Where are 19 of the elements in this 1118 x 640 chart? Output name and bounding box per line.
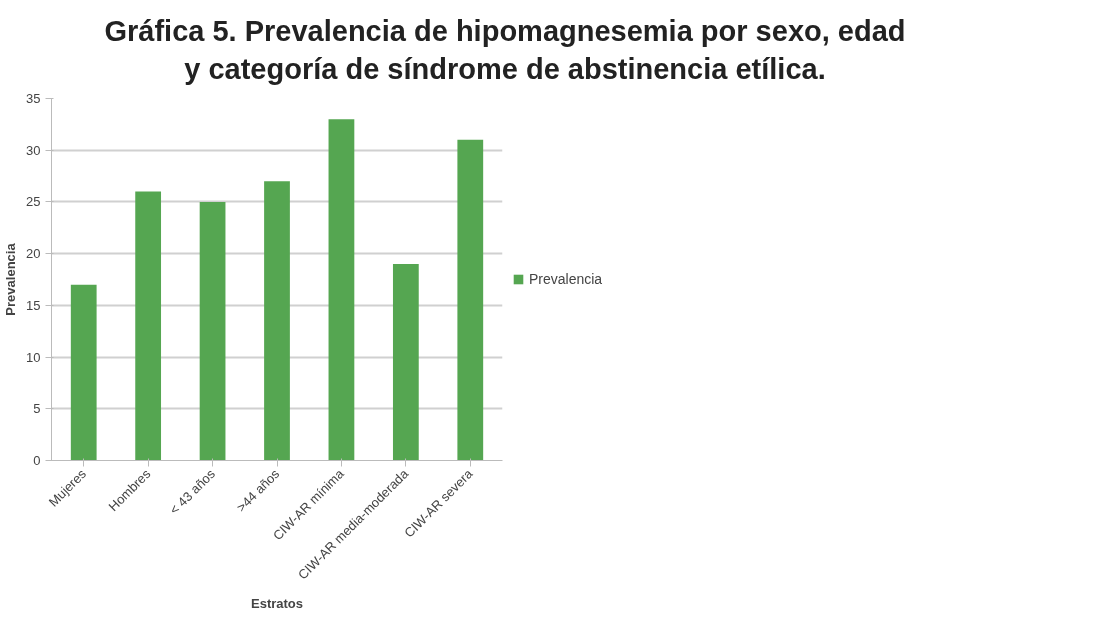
bar: [328, 119, 355, 461]
x-axis-title: Estratos: [250, 596, 304, 612]
y-tick-label: 0: [33, 453, 41, 469]
y-tick-label: 35: [26, 91, 41, 107]
bar: [199, 202, 226, 461]
y-axis-title: Prevalencia: [3, 242, 19, 317]
y-tick-label: 10: [26, 349, 41, 365]
bar: [457, 140, 484, 461]
y-tick-label: 15: [26, 298, 41, 314]
y-tick-label: 5: [33, 401, 41, 417]
bar: [392, 264, 419, 461]
bar: [70, 285, 97, 461]
y-tick-label: 20: [26, 246, 41, 262]
legend-label: Prevalencia: [529, 271, 603, 288]
y-tick-label: 30: [26, 143, 41, 159]
y-tick-label: 25: [26, 194, 41, 210]
chart-title: Gráfica 5. Prevalencia de hipomagnesemia por sexo, edad y categoría de síndrome de abstinencia etílica.: [103, 14, 907, 87]
bar: [264, 181, 290, 461]
bar: [135, 191, 162, 461]
